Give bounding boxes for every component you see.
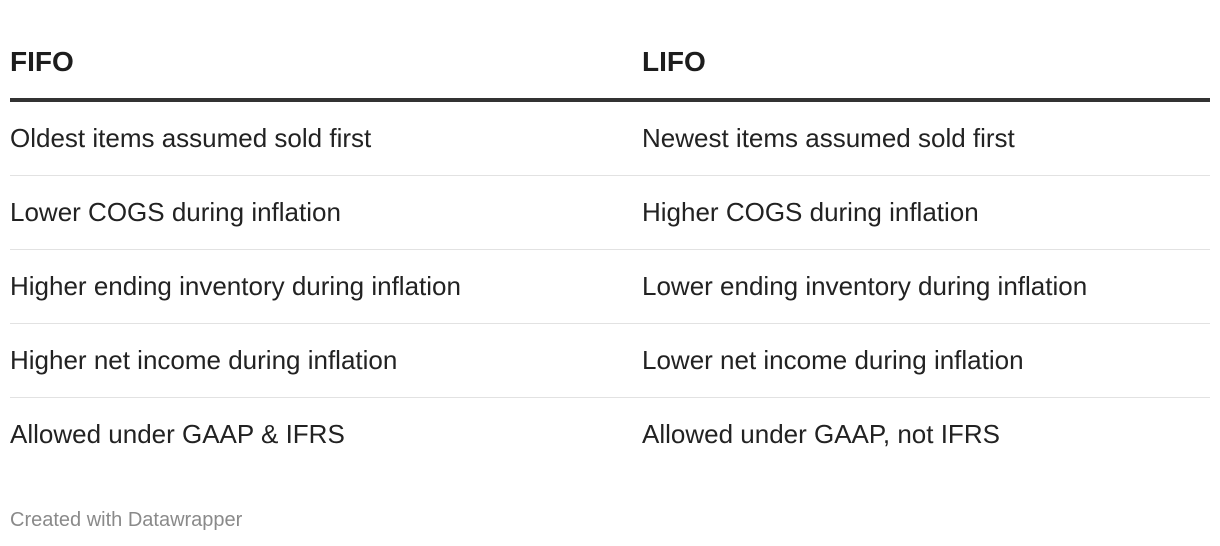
column-header-lifo: LIFO <box>642 26 1210 102</box>
datawrapper-credit: Created with Datawrapper <box>10 509 243 531</box>
table-cell-lifo: Higher COGS during inflation <box>642 175 1210 250</box>
table-cell-fifo: Oldest items assumed sold first <box>10 100 642 176</box>
comparison-table: FIFO LIFO Oldest items assumed sold firs… <box>10 26 1210 471</box>
table-header-row: FIFO LIFO <box>10 26 1210 102</box>
table-cell-lifo: Newest items assumed sold first <box>642 100 1210 176</box>
table-row: Lower COGS during inflation Higher COGS … <box>10 175 1210 250</box>
table-row: Higher net income during inflation Lower… <box>10 323 1210 398</box>
table-cell-lifo: Lower ending inventory during inflation <box>642 249 1210 324</box>
table-cell-fifo: Higher net income during inflation <box>10 323 642 398</box>
column-header-fifo: FIFO <box>10 26 642 102</box>
table-row: Higher ending inventory during inflation… <box>10 249 1210 324</box>
comparison-table-container: FIFO LIFO Oldest items assumed sold firs… <box>10 26 1210 471</box>
table-cell-fifo: Lower COGS during inflation <box>10 175 642 250</box>
table-cell-lifo: Lower net income during inflation <box>642 323 1210 398</box>
table-cell-fifo: Allowed under GAAP & IFRS <box>10 419 345 449</box>
table-cell-fifo: Higher ending inventory during inflation <box>10 249 642 324</box>
table-row: Oldest items assumed sold first Newest i… <box>10 100 1210 176</box>
table-row: Allowed under GAAP & IFRS Allowed under … <box>10 398 1210 472</box>
table-cell-lifo: Allowed under GAAP, not IFRS <box>642 419 1000 449</box>
